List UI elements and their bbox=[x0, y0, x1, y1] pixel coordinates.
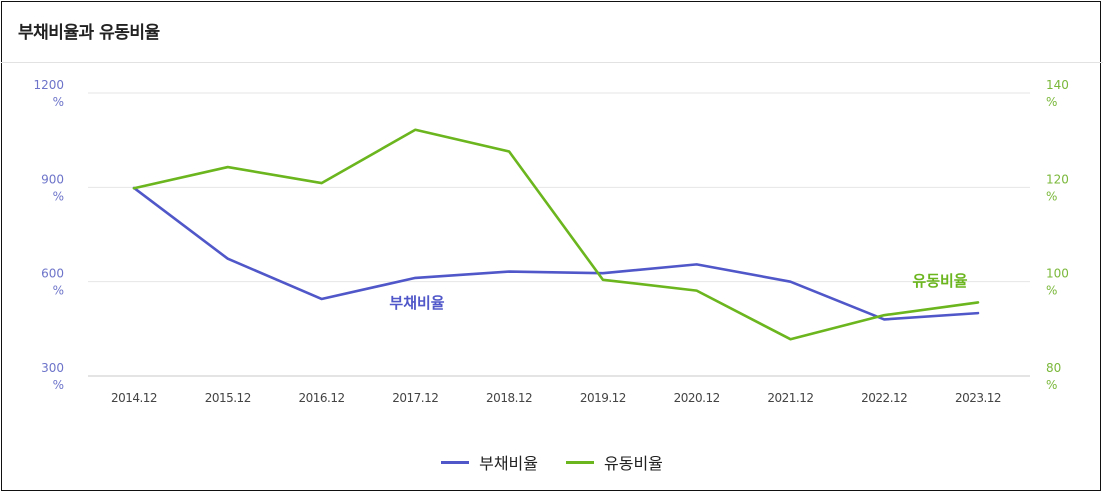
left-axis-tick-label: 1200 bbox=[33, 78, 64, 92]
right-axis-unit-label: % bbox=[1046, 284, 1057, 298]
left-axis-unit-label: % bbox=[53, 95, 64, 109]
chart-title: 부채비율과 유동비율 bbox=[18, 23, 160, 43]
right-axis-tick-label: 120 bbox=[1046, 172, 1069, 186]
x-axis-tick-label: 2016.12 bbox=[298, 391, 344, 405]
x-axis-tick-label: 2018.12 bbox=[486, 391, 532, 405]
debt-ratio-annotation: 부채비율 bbox=[389, 294, 444, 312]
right-axis-unit-label: % bbox=[1046, 189, 1057, 203]
current-ratio-line bbox=[132, 128, 980, 341]
title-divider bbox=[1, 62, 1103, 63]
right-axis-tick-label: 100 bbox=[1046, 267, 1069, 281]
right-axis-tick-label: 140 bbox=[1046, 78, 1069, 92]
x-axis-tick-label: 2015.12 bbox=[205, 391, 251, 405]
right-axis-tick-label: 80 bbox=[1046, 361, 1061, 375]
debt-ratio-line bbox=[132, 186, 980, 321]
x-axis-tick-label: 2021.12 bbox=[767, 391, 813, 405]
right-axis-unit-label: % bbox=[1046, 378, 1057, 392]
right-axis-unit-label: % bbox=[1046, 95, 1057, 109]
left-axis-unit-label: % bbox=[53, 189, 64, 203]
legend-swatch-debt-ratio bbox=[441, 460, 470, 464]
legend-label-debt-ratio: 부채비율 bbox=[479, 454, 538, 473]
legend-swatch-current-ratio bbox=[566, 460, 594, 464]
left-axis-tick-label: 300 bbox=[41, 361, 64, 375]
left-axis-unit-label: % bbox=[53, 378, 64, 392]
x-axis-tick-label: 2022.12 bbox=[861, 391, 907, 405]
legend-label-current-ratio: 유동비율 bbox=[604, 454, 663, 473]
legend-item-debt-ratio[interactable]: 부채비율 bbox=[441, 450, 538, 474]
left-axis-tick-label: 600 bbox=[41, 267, 64, 281]
legend-item-current-ratio[interactable]: 유동비율 bbox=[566, 450, 663, 474]
chart-legend: 부채비율 유동비율 bbox=[0, 450, 1104, 474]
x-axis-tick-label: 2023.12 bbox=[955, 391, 1001, 405]
left-axis-unit-label: % bbox=[53, 284, 64, 298]
current-ratio-annotation: 유동비율 bbox=[912, 272, 967, 290]
x-axis-tick-label: 2014.12 bbox=[111, 391, 157, 405]
left-axis-tick-label: 900 bbox=[41, 172, 64, 186]
x-axis-tick-label: 2017.12 bbox=[392, 391, 438, 405]
x-axis-tick-label: 2020.12 bbox=[674, 391, 720, 405]
x-axis-tick-label: 2019.12 bbox=[580, 391, 626, 405]
